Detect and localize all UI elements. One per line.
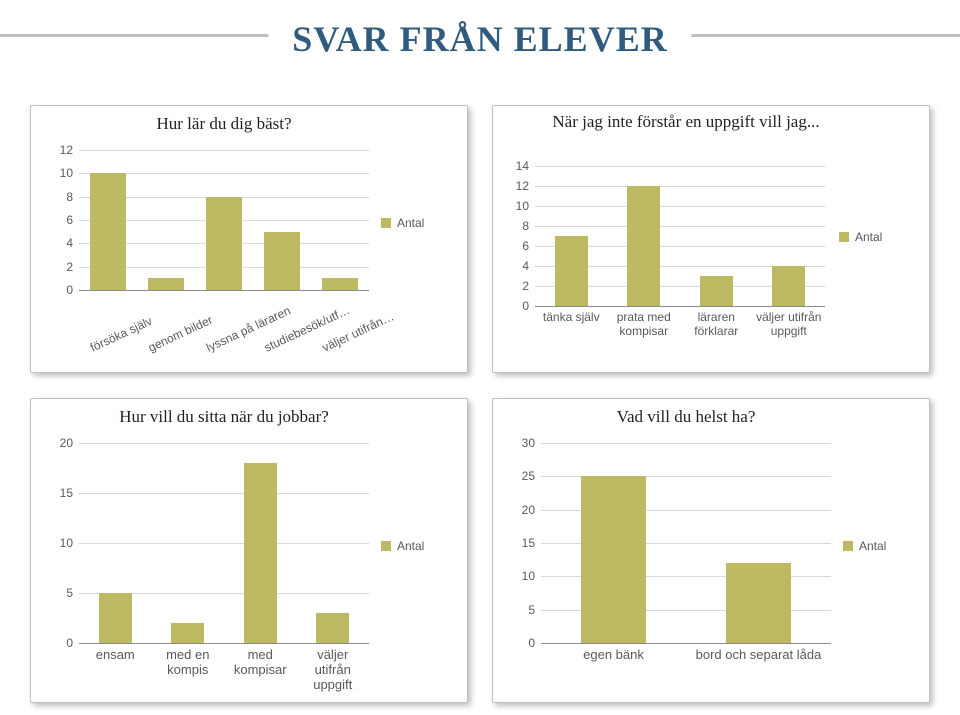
bar xyxy=(316,613,349,643)
y-tick-label: 0 xyxy=(66,283,79,297)
y-tick-label: 14 xyxy=(516,159,535,173)
plot-area: 02468101214 xyxy=(535,166,825,306)
legend-swatch xyxy=(839,232,849,242)
gridline xyxy=(79,493,369,494)
gridline xyxy=(79,543,369,544)
bar xyxy=(700,276,733,306)
x-labels-row: egen bänkbord och separat låda xyxy=(541,647,831,662)
bar xyxy=(322,278,358,290)
legend-label: Antal xyxy=(855,230,882,244)
x-tick-label: ensam xyxy=(79,647,152,692)
chart-title: Hur vill du sitta när du jobbar? xyxy=(31,407,467,427)
x-tick-label: genom bilder xyxy=(146,313,215,355)
y-tick-label: 15 xyxy=(522,536,541,550)
chart-title: Hur lär du dig bäst? xyxy=(31,114,467,134)
plot-area: 051015202530 xyxy=(541,443,831,643)
y-tick-label: 2 xyxy=(522,279,535,293)
gridline xyxy=(535,166,825,167)
legend-label: Antal xyxy=(397,216,424,230)
legend: Antal xyxy=(843,539,886,553)
legend-label: Antal xyxy=(397,539,424,553)
x-tick-label: väljer utifrån uppgift xyxy=(297,647,370,692)
plot-area: 05101520 xyxy=(79,443,369,643)
bar xyxy=(627,186,660,306)
y-tick-label: 5 xyxy=(528,603,541,617)
x-tick-label: egen bänk xyxy=(541,647,686,662)
x-tick-label: prata med kompisar xyxy=(608,310,681,338)
y-tick-label: 4 xyxy=(522,259,535,273)
bar xyxy=(206,197,242,290)
bar xyxy=(772,266,805,306)
page-title: SVAR FRÅN ELEVER xyxy=(292,18,667,60)
gridline xyxy=(541,643,831,644)
gridline xyxy=(79,290,369,291)
gridline xyxy=(535,226,825,227)
gridline xyxy=(541,443,831,444)
legend-swatch xyxy=(381,218,391,228)
y-tick-label: 10 xyxy=(60,166,79,180)
x-tick-label: läraren förklarar xyxy=(680,310,753,338)
gridline xyxy=(79,643,369,644)
y-tick-label: 8 xyxy=(66,190,79,204)
x-tick-label: tänka själv xyxy=(535,310,608,338)
y-tick-label: 0 xyxy=(528,636,541,650)
y-tick-label: 0 xyxy=(66,636,79,650)
y-tick-label: 25 xyxy=(522,469,541,483)
y-tick-label: 10 xyxy=(60,536,79,550)
gridline xyxy=(79,443,369,444)
chart-card-c2: När jag inte förstår en uppgift vill jag… xyxy=(492,105,930,373)
y-tick-label: 4 xyxy=(66,236,79,250)
bar xyxy=(99,593,132,643)
y-tick-label: 30 xyxy=(522,436,541,450)
y-tick-label: 5 xyxy=(66,586,79,600)
gridline xyxy=(535,206,825,207)
y-tick-label: 0 xyxy=(522,299,535,313)
legend-swatch xyxy=(381,541,391,551)
bar xyxy=(555,236,588,306)
legend: Antal xyxy=(839,230,882,244)
chart-card-c1: Hur lär du dig bäst?024681012försöka sjä… xyxy=(30,105,468,373)
bar xyxy=(726,563,791,643)
y-tick-label: 20 xyxy=(60,436,79,450)
title-wrap: SVAR FRÅN ELEVER xyxy=(268,18,691,60)
gridline xyxy=(535,306,825,307)
legend: Antal xyxy=(381,539,424,553)
x-tick-label: bord och separat låda xyxy=(686,647,831,662)
plot-area: 024681012 xyxy=(79,150,369,290)
y-tick-label: 20 xyxy=(522,503,541,517)
y-tick-label: 6 xyxy=(522,239,535,253)
x-labels-row: ensammed en kompismed kompisarväljer uti… xyxy=(79,647,369,692)
chart-title: När jag inte förstår en uppgift vill jag… xyxy=(493,112,929,132)
gridline xyxy=(535,186,825,187)
y-tick-label: 8 xyxy=(522,219,535,233)
bar xyxy=(244,463,277,643)
x-tick-label: med kompisar xyxy=(224,647,297,692)
chart-card-c3: Hur vill du sitta när du jobbar?05101520… xyxy=(30,398,468,703)
x-tick-label: med en kompis xyxy=(152,647,225,692)
gridline xyxy=(79,150,369,151)
y-tick-label: 12 xyxy=(516,179,535,193)
bar xyxy=(148,278,184,290)
y-tick-label: 6 xyxy=(66,213,79,227)
y-tick-label: 2 xyxy=(66,260,79,274)
page-title-block: SVAR FRÅN ELEVER xyxy=(0,18,960,90)
x-labels-row: tänka självprata med kompisarläraren för… xyxy=(535,310,825,338)
legend: Antal xyxy=(381,216,424,230)
x-tick-label: väljer utifrån uppgift xyxy=(753,310,826,338)
y-tick-label: 12 xyxy=(60,143,79,157)
y-tick-label: 10 xyxy=(516,199,535,213)
y-tick-label: 10 xyxy=(522,569,541,583)
bar xyxy=(264,232,300,290)
legend-label: Antal xyxy=(859,539,886,553)
chart-card-c4: Vad vill du helst ha?051015202530egen bä… xyxy=(492,398,930,703)
x-tick-label: försöka själv xyxy=(88,314,154,355)
bar xyxy=(581,476,646,643)
bar xyxy=(90,173,126,290)
chart-title: Vad vill du helst ha? xyxy=(493,407,929,427)
legend-swatch xyxy=(843,541,853,551)
y-tick-label: 15 xyxy=(60,486,79,500)
bar xyxy=(171,623,204,643)
